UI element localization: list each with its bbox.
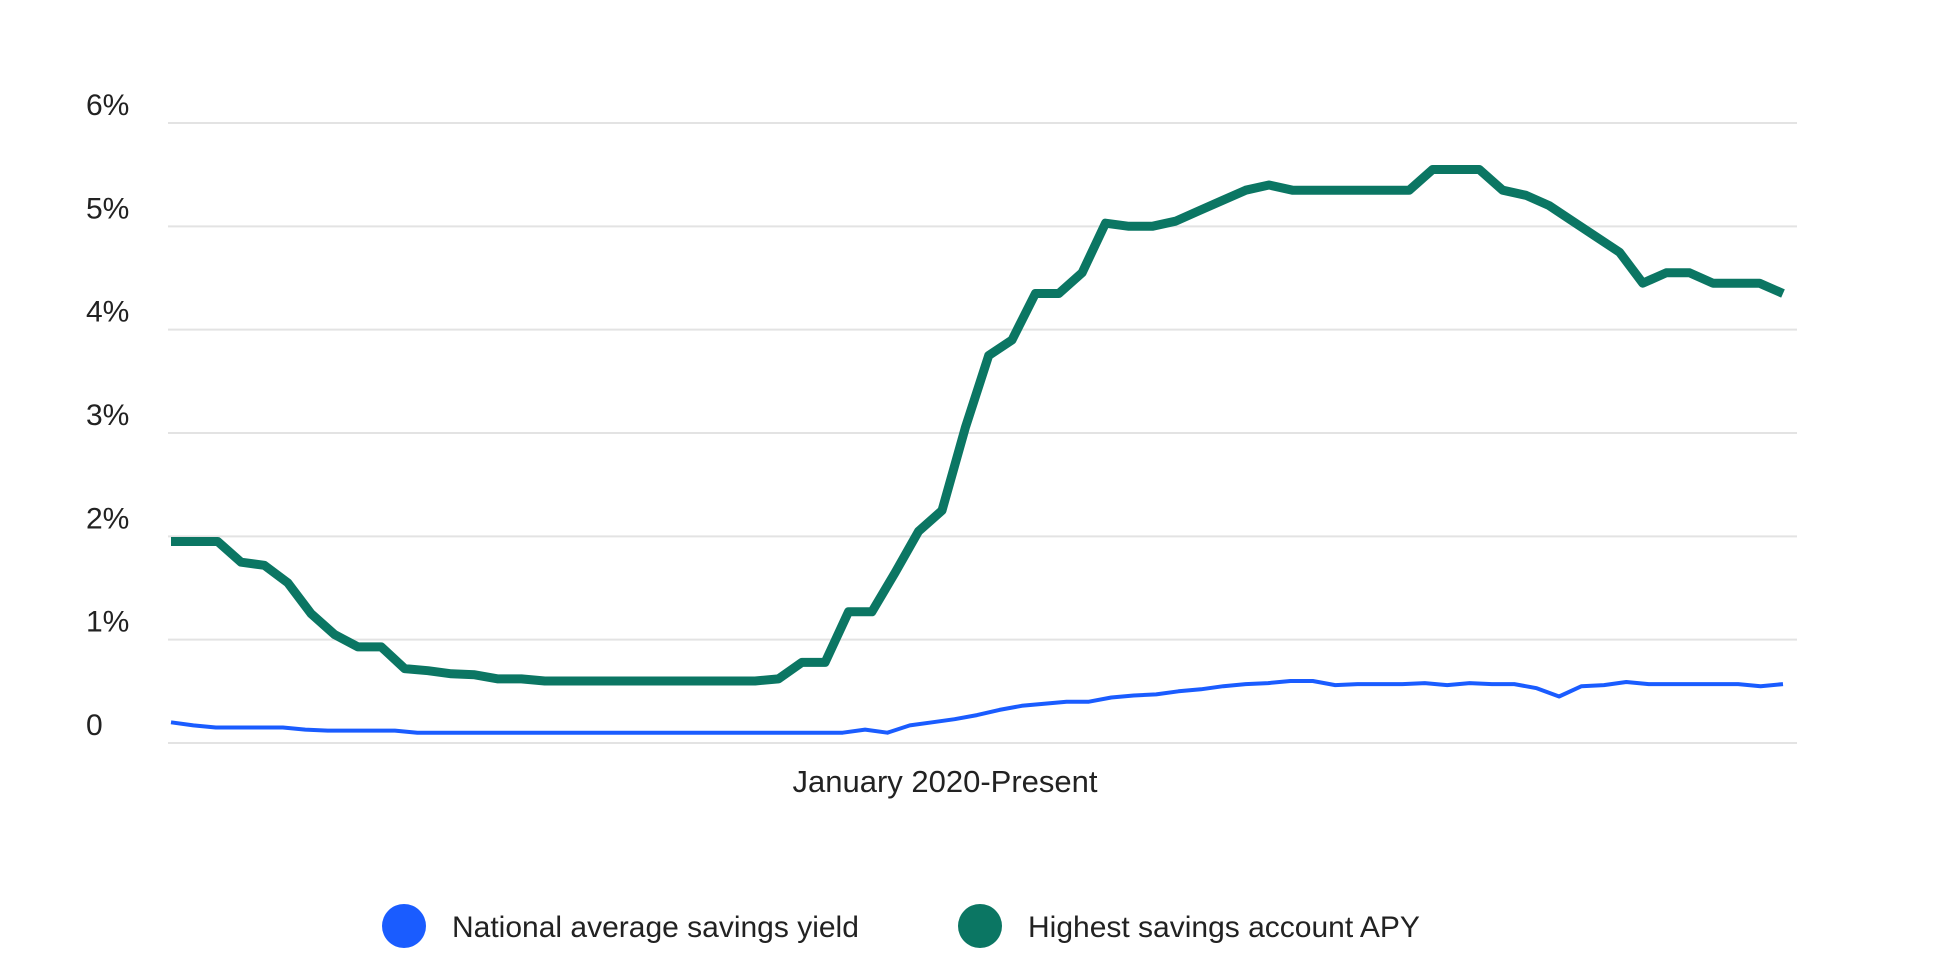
y-tick-label: 1% <box>86 606 129 639</box>
series-lines <box>170 165 1785 735</box>
series-line-1 <box>171 165 1785 686</box>
grid-lines <box>168 122 1797 744</box>
legend-label-0: National average savings yield <box>452 911 859 944</box>
legend-label-1: Highest savings account APY <box>1028 911 1420 944</box>
y-tick-label: 6% <box>86 89 129 122</box>
y-tick-label: 2% <box>86 502 129 535</box>
series-line-0 <box>170 679 1784 735</box>
x-axis-label: January 2020-Present <box>792 764 1097 799</box>
y-tick-label: 4% <box>86 296 129 329</box>
legend: National average savings yield Highest sa… <box>382 904 1420 948</box>
legend-swatch-0 <box>382 904 426 948</box>
legend-swatch-1 <box>958 904 1002 948</box>
y-tick-label: 3% <box>86 399 129 432</box>
y-tick-label: 5% <box>86 192 129 225</box>
y-axis-tick-labels: 0 1% 2% 3% 4% 5% 6% <box>86 89 129 742</box>
y-tick-label: 0 <box>86 709 103 742</box>
